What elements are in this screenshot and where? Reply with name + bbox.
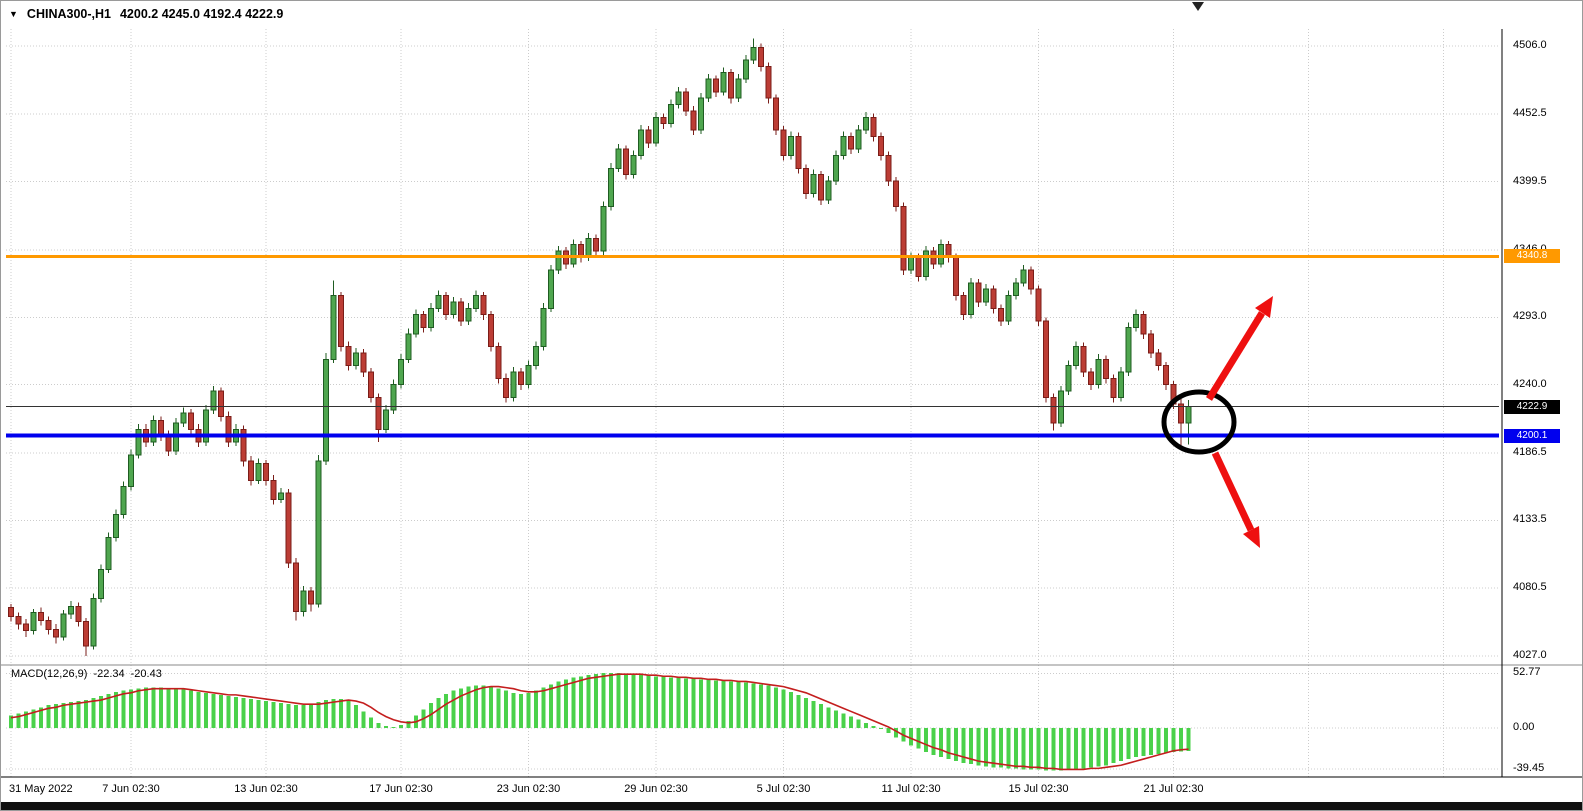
- chart-header: ▼ CHINA300-,H1 4200.2 4245.0 4192.4 4222…: [9, 7, 283, 21]
- resistance-price-badge: 4340.8: [1504, 249, 1560, 264]
- up-arrow-shaft: [1206, 311, 1265, 401]
- macd-main-value: -22.34: [93, 668, 125, 680]
- bottom-edge-bar: [1, 802, 1582, 810]
- level-lines[interactable]: [6, 254, 1499, 438]
- down-arrow-head: [1243, 526, 1260, 548]
- down-arrow-shaft: [1211, 451, 1255, 532]
- chart-shift-marker-icon[interactable]: [1192, 2, 1204, 11]
- symbol-dropdown-icon[interactable]: ▼: [9, 9, 18, 19]
- current-price-badge: 4222.9: [1504, 399, 1560, 414]
- macd-indicator-label: MACD(12,26,9) -22.34 -20.43: [11, 668, 168, 680]
- up-arrow-head: [1255, 296, 1273, 318]
- macd-name: MACD(12,26,9): [11, 668, 88, 680]
- macd-signal-value: -20.43: [130, 668, 162, 680]
- ohlc-readout: 4200.2 4245.0 4192.4 4222.9: [119, 7, 284, 21]
- candlestick-series: [8, 38, 1192, 656]
- highlight-circle: [1161, 389, 1237, 455]
- annotations: [1161, 296, 1273, 548]
- macd-histogram: [9, 673, 1191, 771]
- symbol-title: CHINA300-,H1: [26, 7, 111, 21]
- support-price-badge: 4200.1: [1504, 428, 1560, 443]
- panel-frames: [1, 29, 1582, 778]
- macd-signal-line: [10, 673, 1189, 771]
